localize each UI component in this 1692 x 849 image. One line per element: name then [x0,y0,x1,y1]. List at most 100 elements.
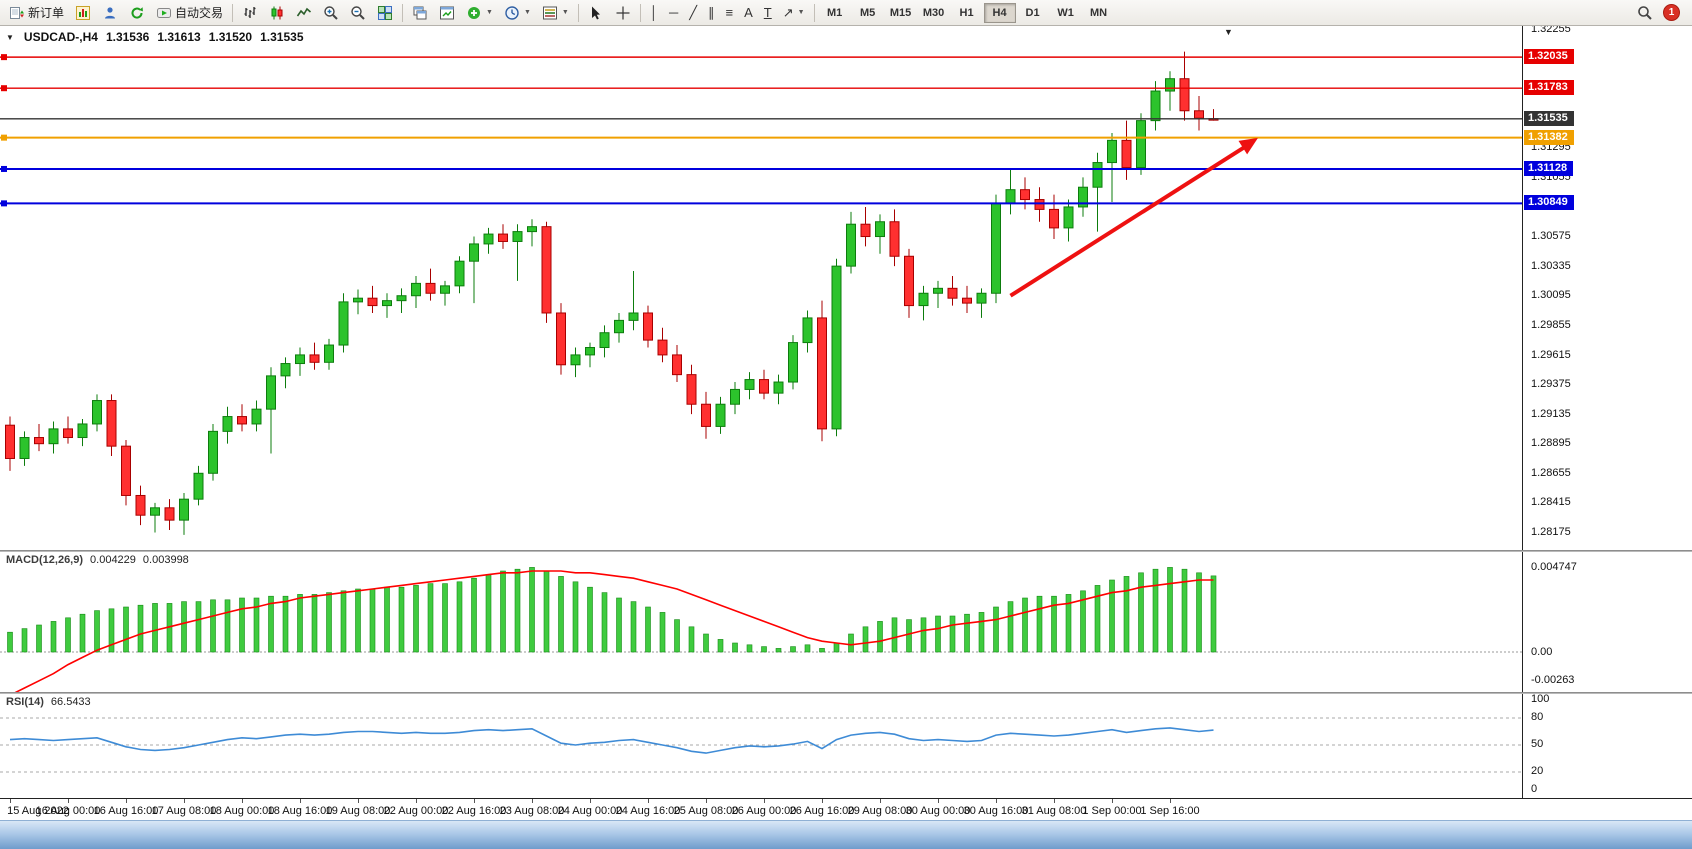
price-axis-label: 1.28895 [1531,437,1571,450]
trend-arrow-head[interactable] [1238,137,1258,155]
trend-arrow[interactable] [1009,143,1250,298]
candle [715,403,726,427]
time-axis-label: 25 Aug 08:00 [673,805,739,817]
text-tool-button[interactable]: A [739,1,758,25]
chevron-down-icon: ▼ [523,9,531,16]
price-axis-label: 1.30575 [1531,230,1571,243]
rsi-axis-label: 50 [1531,738,1544,750]
price-tag: 1.30849 [1524,195,1574,211]
candle [1092,162,1103,188]
macd-panel[interactable]: MACD(12,26,9) 0.004229 0.003998 [0,552,1522,692]
time-axis-label: 24 Aug 16:00 [615,805,681,817]
macd-bar [36,624,42,653]
candle [701,403,711,427]
candle [1121,139,1132,168]
timeframe-m5-button[interactable]: M5 [859,6,876,19]
macd-bar [398,586,405,653]
zoom-in-button[interactable] [318,1,344,25]
horizontal-line-tool-button[interactable]: ─ [664,1,683,25]
timeframe-h1-button[interactable]: H1 [959,6,974,19]
arrange-windows-button[interactable] [434,1,460,25]
refresh-button[interactable] [124,1,150,25]
templates-button[interactable]: ▼ [537,1,574,25]
new-chart-button[interactable] [70,1,96,25]
tile-windows-button[interactable] [372,1,398,25]
candle [5,424,15,459]
new-order-button[interactable]: 新订单 [4,1,69,25]
vertical-line-tool-button[interactable]: │ [645,1,663,25]
candle [512,231,523,242]
candle [92,400,102,425]
zoom-out-button[interactable] [345,1,371,25]
rsi-panel[interactable]: RSI(14) 66.5433 [0,694,1522,798]
candle [498,233,508,242]
time-axis-tick [1112,799,1113,803]
time-axis-tick [590,799,591,803]
macd-bar [1022,597,1028,653]
candle [1150,90,1161,122]
line-chart-mode-button[interactable] [291,1,317,25]
timeframe-w1-button[interactable]: W1 [1057,6,1074,19]
horizontal-line-icon: ─ [668,5,679,20]
rsi-axis-label: 20 [1531,765,1544,777]
notification-badge[interactable]: 1 [1663,4,1680,21]
macd-axis[interactable]: 0.004747 0.00 -0.00263 [1522,552,1692,692]
candle [280,363,291,377]
price-axis-label: 1.29615 [1531,348,1571,361]
time-axis-tick [706,799,707,803]
time-axis-tick [474,799,475,803]
expander-triangle-icon[interactable]: ▼ [6,32,14,42]
timeframe-d1-button[interactable]: D1 [1025,6,1040,19]
macd-chart[interactable] [0,552,1522,692]
timeframe-menu-button[interactable]: ▼ [499,1,536,25]
candlestick-chart[interactable] [0,26,1522,550]
price-axis[interactable]: 1.322551.320151.317751.315351.312951.310… [1522,23,1692,550]
panel-divider[interactable] [0,550,1692,552]
timeframe-m30-button[interactable]: M30 [922,6,945,19]
price-chart-panel[interactable]: ▼ USDCAD-,H4 1.31536 1.31613 1.31520 1.3… [0,26,1522,550]
indicators-button[interactable]: ▼ [461,1,498,25]
line-handle[interactable] [1,54,7,61]
macd-bar [645,606,651,653]
line-handle[interactable] [1,165,7,172]
chevron-down-icon: ▼ [797,9,805,16]
bar-chart-mode-button[interactable] [237,1,263,25]
macd-bar [529,567,535,653]
cascade-windows-button[interactable] [407,1,433,25]
crosshair-tool-button[interactable] [610,1,636,25]
line-handle[interactable] [1,200,7,207]
line-handle[interactable] [1,85,7,92]
time-axis-tick [1170,799,1171,803]
timeframe-m1-button[interactable]: M1 [826,6,843,19]
timeframe-h4-button[interactable]: H4 [983,2,1016,23]
fibonacci-tool-button[interactable]: ≡ [721,1,739,25]
time-axis-tick [532,799,533,803]
candle [135,494,146,516]
label-tool-button[interactable]: T [759,1,777,25]
profiles-button[interactable] [97,1,123,25]
rsi-chart[interactable] [0,694,1522,798]
channel-tool-button[interactable]: ∥ [703,1,720,25]
candle [817,317,827,430]
cursor-tool-button[interactable] [583,1,609,25]
rsi-name: RSI(14) [6,696,44,708]
trendline-tool-button[interactable]: ╱ [684,1,702,25]
candle-chart-mode-button[interactable] [264,1,290,25]
macd-bar [819,648,825,653]
panel-divider[interactable] [0,692,1692,694]
timeframe-mn-button[interactable]: MN [1090,6,1108,19]
bar-chart-icon [244,6,256,18]
chart-shift-marker-icon[interactable]: ▼ [1224,27,1233,37]
timeframe-m15-button[interactable]: M15 [889,6,912,19]
arrows-tool-button[interactable]: ↗ ▼ [778,1,810,25]
autotrading-button[interactable]: 自动交易 [151,1,228,25]
rsi-axis[interactable]: 100 80 50 20 0 [1522,693,1692,798]
candle [1063,206,1074,229]
time-axis-tick [1054,799,1055,803]
macd-bar [1123,576,1130,653]
ohlc-open: 1.31536 [105,30,150,44]
search-button[interactable] [1632,1,1658,25]
line-handle[interactable] [1,134,7,141]
time-axis[interactable]: 15 Aug 2022 16 Aug 00:00 16 Aug 16:00 17 Au… [0,798,1692,820]
